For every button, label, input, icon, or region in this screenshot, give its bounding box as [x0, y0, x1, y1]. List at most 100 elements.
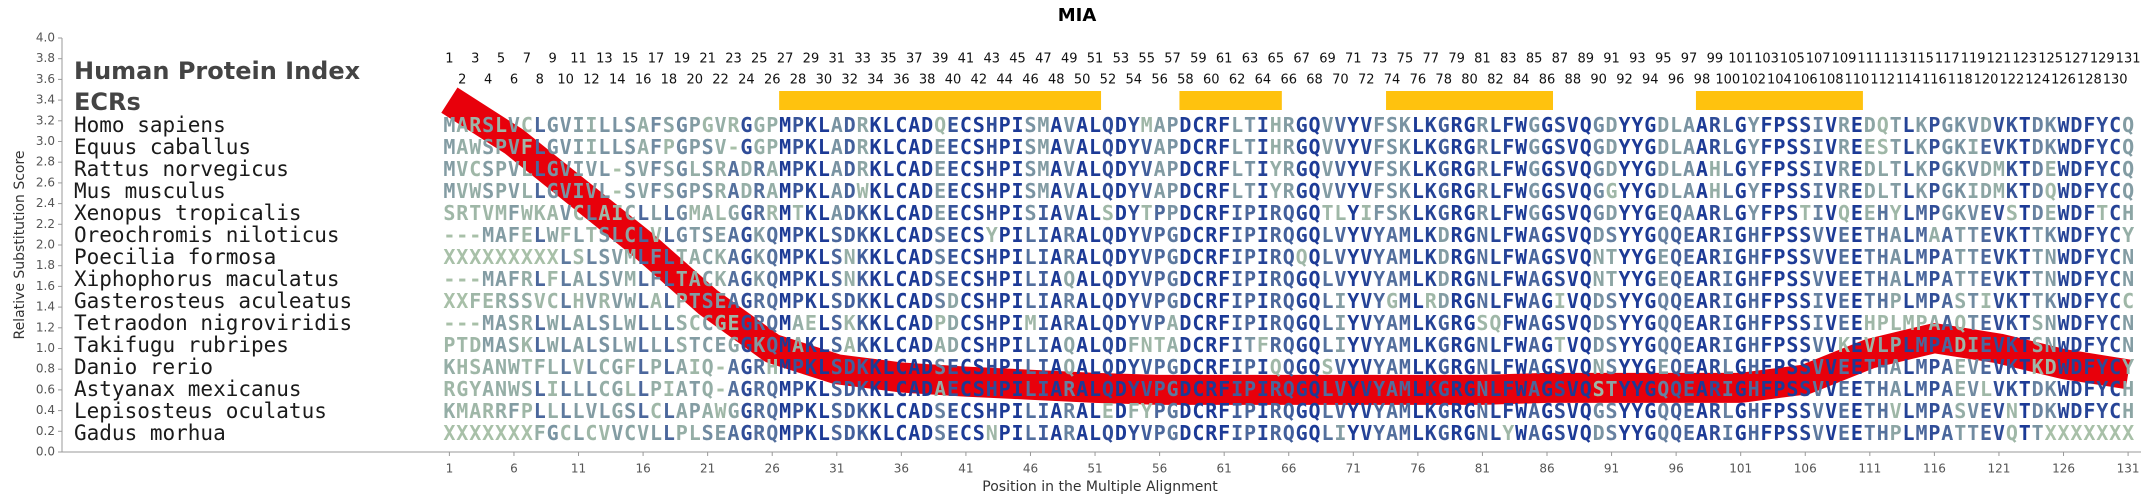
residue: F [1502, 201, 1514, 225]
residue: Q [1670, 223, 1682, 247]
residue: L [637, 289, 649, 313]
residue: D [469, 333, 481, 357]
residue: S [1786, 355, 1798, 379]
residue: G [547, 157, 559, 181]
residue: L [1024, 223, 1036, 247]
residue: G [1528, 113, 1540, 137]
residue: K [805, 223, 817, 247]
residue: Y [1618, 311, 1630, 335]
residue: Y [1373, 223, 1385, 247]
residue: S [676, 333, 688, 357]
residue: M [1915, 245, 1927, 269]
residue: R [1476, 157, 1489, 181]
residue: A [1696, 157, 1708, 181]
residue: G [611, 377, 623, 401]
index-number: 18 [661, 73, 678, 88]
residue: R [1205, 113, 1218, 137]
residue: W [508, 355, 521, 379]
residue: D [1606, 157, 1618, 181]
residue: Q [1102, 267, 1114, 291]
residue: M [1399, 333, 1411, 357]
residue: K [2045, 289, 2057, 313]
residue: T [792, 201, 804, 225]
residue: F [508, 201, 520, 225]
residue: G [1644, 179, 1656, 203]
residue: G [1463, 311, 1475, 335]
residue: W [1515, 223, 1528, 247]
residue: E [1851, 377, 1863, 401]
index-number: 79 [1448, 52, 1465, 67]
residue: Y [1631, 267, 1643, 291]
residue: R [857, 113, 870, 137]
residue: Q [2122, 179, 2134, 203]
residue: V [1360, 223, 1372, 247]
residue: K [715, 245, 727, 269]
residue: P [1773, 399, 1785, 423]
residue: S [1554, 135, 1566, 159]
residue: E [947, 113, 959, 137]
residue: W [547, 311, 560, 335]
ecr-label: ECRs [74, 88, 141, 116]
residue: F [1218, 333, 1230, 357]
residue: Y [1618, 399, 1630, 423]
residue: X [521, 245, 533, 269]
residue: D [1115, 245, 1127, 269]
residue: G [1528, 179, 1540, 203]
residue: X [469, 245, 481, 269]
score-curve [441, 87, 2131, 405]
sequence: XXXXXXXFGCLCVVCVLLPLSEAGRQMPKLSDKKLCADSE… [443, 421, 2134, 445]
residue: A [1050, 289, 1062, 313]
residue: T [1864, 267, 1876, 291]
residue: R [1451, 179, 1464, 203]
residue: N [2006, 399, 2018, 423]
residue: V [1812, 355, 1824, 379]
residue: E [1980, 223, 1992, 247]
residue: D [921, 223, 933, 247]
residue: D [1115, 113, 1127, 137]
residue: C [2109, 113, 2121, 137]
residue: L [1903, 377, 1915, 401]
species-name: Tetraodon nigroviridis [74, 311, 352, 335]
residue: I [1012, 289, 1024, 313]
residue: V [1141, 377, 1153, 401]
residue: V [1321, 179, 1333, 203]
residue: T [1967, 267, 1979, 291]
residue: P [1928, 157, 1940, 181]
residue: K [805, 201, 817, 225]
residue: I [1037, 377, 1049, 401]
residue: E [715, 421, 727, 445]
residue: R [1205, 289, 1218, 313]
residue: T [1954, 245, 1966, 269]
residue: L [1321, 333, 1333, 357]
residue: F [1760, 311, 1772, 335]
x-tick-label: 46 [1023, 462, 1038, 476]
residue: I [1812, 179, 1824, 203]
index-number: 12 [583, 73, 600, 88]
residue: L [1489, 201, 1501, 225]
residue: Q [1283, 333, 1295, 357]
residue: I [1257, 421, 1269, 445]
residue: I [1257, 135, 1269, 159]
y-tick-label: 1.4 [36, 300, 55, 314]
residue: D [1115, 223, 1127, 247]
residue: D [1115, 333, 1127, 357]
residue: R [1205, 267, 1218, 291]
residue: I [1012, 113, 1024, 137]
residue: M [779, 135, 791, 159]
x-tick-label: 41 [958, 462, 973, 476]
residue: T [2019, 333, 2031, 357]
residue: N [1476, 399, 1488, 423]
y-tick-label: 3.2 [36, 113, 55, 127]
residue: A [689, 267, 701, 291]
residue: E [1838, 245, 1850, 269]
residue: R [1270, 245, 1283, 269]
residue: Q [702, 355, 714, 379]
residue: K [805, 399, 817, 423]
residue: I [572, 157, 584, 181]
residue: R [1270, 333, 1283, 357]
index-number: 87 [1552, 52, 1569, 67]
residue: V [1141, 179, 1153, 203]
residue: Y [1347, 311, 1359, 335]
residue: L [1321, 223, 1333, 247]
residue: L [1412, 201, 1424, 225]
